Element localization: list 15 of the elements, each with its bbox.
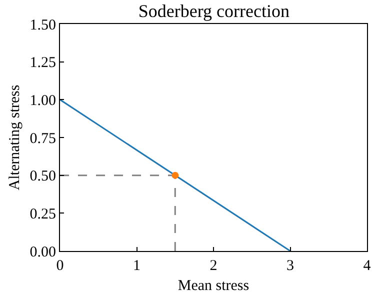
y-tick-label: 0.00 bbox=[30, 244, 56, 260]
y-tick-label: 1.00 bbox=[30, 92, 56, 109]
x-tick-label: 0 bbox=[56, 258, 64, 274]
x-axis-title: Mean stress bbox=[178, 278, 250, 294]
y-tick-label: 0.75 bbox=[30, 130, 56, 147]
y-tick-label: 1.25 bbox=[30, 55, 56, 72]
y-axis-title: Alternating stress bbox=[7, 84, 23, 190]
x-tick-label: 1 bbox=[133, 258, 140, 274]
x-tick-label: 3 bbox=[286, 258, 294, 274]
y-tick-label: 0.50 bbox=[30, 168, 56, 185]
x-tick-label: 2 bbox=[210, 258, 218, 274]
y-tick-label: 0.25 bbox=[30, 206, 56, 222]
chart-title: Soderberg correction bbox=[138, 1, 290, 22]
y-tick-label: 1.50 bbox=[30, 17, 56, 34]
x-tick-label: 4 bbox=[363, 258, 372, 274]
